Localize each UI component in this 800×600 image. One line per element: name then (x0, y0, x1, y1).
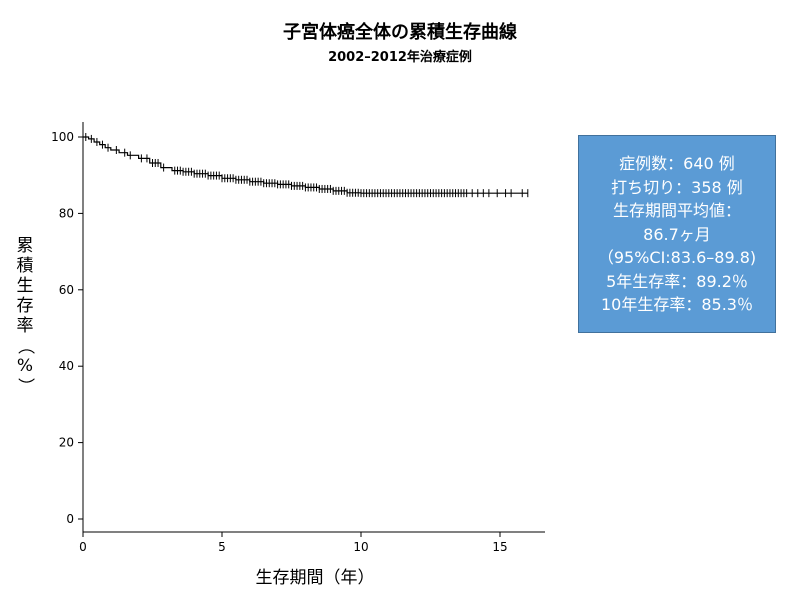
y-label-char: ） (15, 377, 35, 395)
y-label-char: % (16, 356, 34, 376)
censor-marks (85, 133, 529, 198)
y-tick-label: 0 (66, 512, 74, 526)
axes (82, 122, 545, 533)
y-label-char: 率 (16, 316, 34, 336)
info-line: 症例数：640 例 (619, 154, 735, 173)
y-tick-label: 60 (59, 283, 74, 297)
y-label-char: 積 (16, 256, 34, 276)
x-axis-label: 生存期間（年） (255, 568, 375, 588)
info-line: 5年生存率：89.2％ (606, 271, 748, 291)
y-label-char: 存 (16, 296, 34, 316)
info-line: 打ち切り：358 例 (611, 177, 743, 197)
y-tick-label: 40 (59, 359, 74, 373)
y-tick-label: 20 (59, 436, 74, 450)
x-tick-label: 10 (353, 540, 368, 554)
info-line: （95%CI:83.6–89.8) (597, 248, 757, 267)
x-ticks: 0 5 10 15 (79, 532, 508, 554)
x-tick-label: 5 (218, 540, 226, 554)
summary-info-box: 症例数：640 例打ち切り：358 例生存期間平均値： 86.7ヶ月 （95%CI:… (578, 135, 776, 333)
y-label-char: 生 (16, 276, 34, 296)
info-line: 生存期間平均値： (612, 201, 741, 220)
info-line: 10年生存率：85.3％ (601, 295, 753, 314)
y-ticks: 0 20 40 60 80 100 (51, 130, 83, 526)
chart-subtitle: 2002–2012年治療症例 (328, 50, 472, 65)
x-tick-label: 15 (492, 540, 507, 554)
x-tick-label: 0 (79, 540, 87, 554)
y-label-char: 累 (16, 236, 34, 256)
y-axis-label: 累積生存率（%） (14, 236, 36, 396)
chart-title: 子宮体癌全体の累積生存曲線 (283, 22, 517, 43)
y-tick-label: 100 (51, 130, 74, 144)
info-line: 86.7ヶ月 (643, 224, 711, 244)
y-tick-label: 80 (59, 206, 74, 220)
y-label-char: （ (15, 337, 35, 355)
